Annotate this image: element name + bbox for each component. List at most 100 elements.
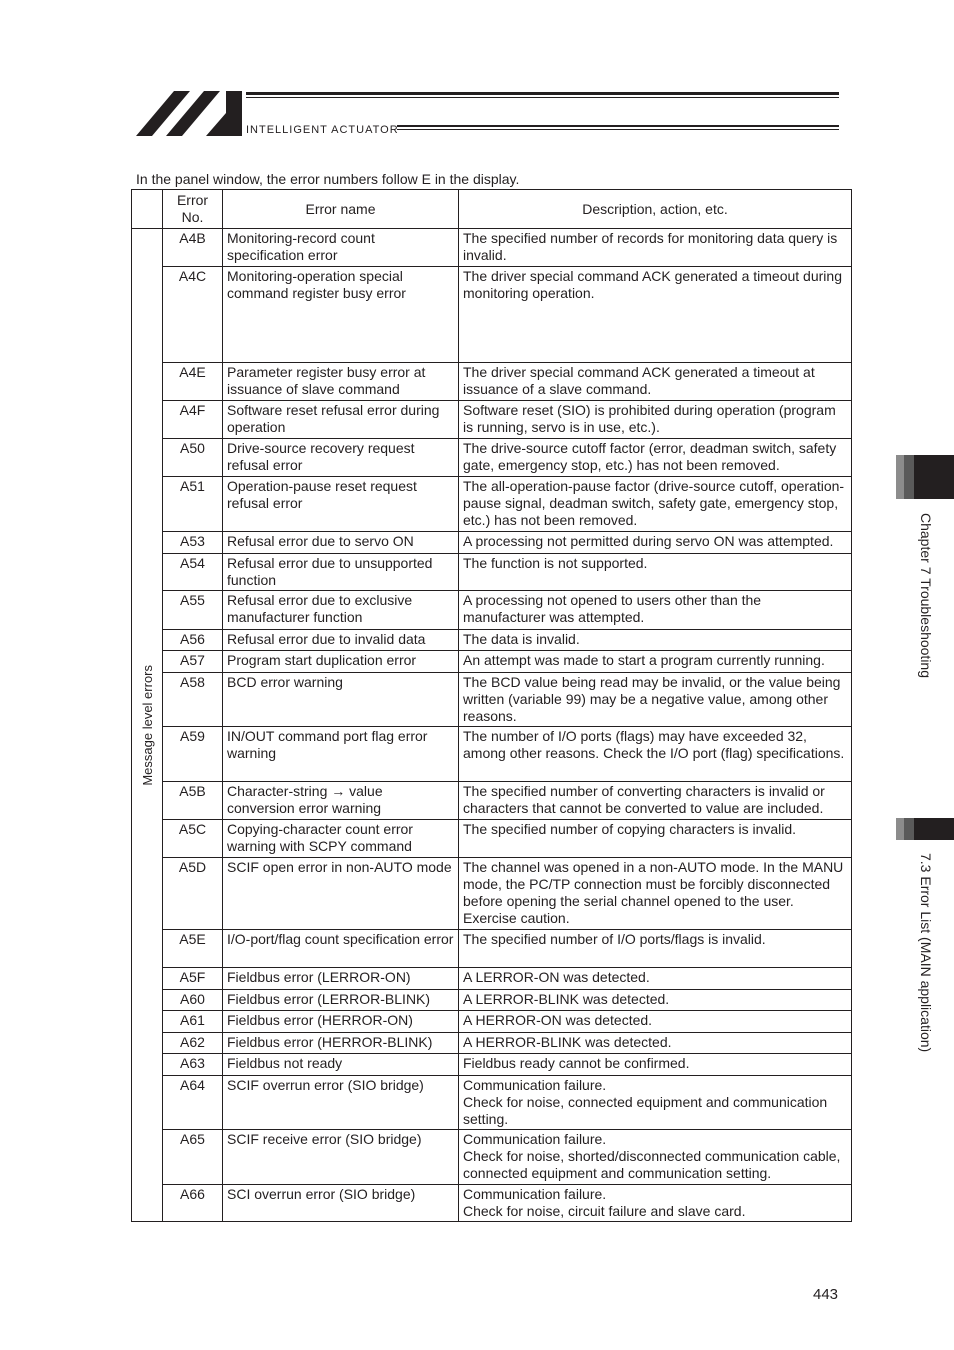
error-name: Program start duplication error xyxy=(222,650,459,673)
error-number: A4E xyxy=(162,362,223,401)
error-name: Drive-source recovery request refusal er… xyxy=(222,438,459,477)
table-row: A55 Refusal error due to exclusive manufa… xyxy=(132,590,852,630)
error-name: Fieldbus error (HERROR-BLINK) xyxy=(222,1032,459,1054)
error-description: A processing not opened to users other t… xyxy=(458,590,852,630)
error-name: Fieldbus error (LERROR-ON) xyxy=(222,967,459,990)
table-row: A56 Refusal error due to invalid data The … xyxy=(132,629,852,651)
error-number: A63 xyxy=(162,1053,223,1076)
table-row: A61 Fieldbus error (HERROR-ON) A HERROR-ON… xyxy=(132,1010,852,1033)
error-name: Monitoring-record count specification er… xyxy=(222,228,459,267)
error-name: Copying-character count error warning wi… xyxy=(222,819,459,858)
error-name: Character-string → value conversion erro… xyxy=(222,781,459,820)
error-name: SCIF receive error (SIO bridge) xyxy=(222,1129,459,1185)
error-name: IN/OUT command port flag error warning xyxy=(222,726,459,782)
error-number: A4C xyxy=(162,266,223,363)
table-row: A5B Character-string → value conversion e… xyxy=(132,781,852,820)
error-number: A51 xyxy=(162,476,223,532)
column-header: Error No. xyxy=(162,189,223,229)
error-number: A5F xyxy=(162,967,223,990)
error-description: The all-operation-pause factor (drive-so… xyxy=(458,476,852,532)
error-description: The specified number of records for moni… xyxy=(458,228,852,267)
error-description: A HERROR-BLINK was detected. xyxy=(458,1032,852,1054)
error-description: The drive-source cutoff factor (error, d… xyxy=(458,438,852,477)
error-number: A58 xyxy=(162,672,223,727)
table-row: A4F Software reset refusal error during o… xyxy=(132,400,852,439)
error-name: Fieldbus error (LERROR-BLINK) xyxy=(222,989,459,1011)
error-table: Error No. Error name Description, action… xyxy=(131,189,852,1222)
error-number: A62 xyxy=(162,1032,223,1054)
error-description: The function is not supported. xyxy=(458,553,852,591)
error-number: A65 xyxy=(162,1129,223,1185)
error-description: The driver special command ACK generated… xyxy=(458,362,852,401)
table-row: A62 Fieldbus error (HERROR-BLINK) A HERROR… xyxy=(132,1032,852,1054)
table-row: A5F Fieldbus error (LERROR-ON) A LERROR-ON… xyxy=(132,967,852,990)
error-number: A4F xyxy=(162,400,223,439)
error-number: A5B xyxy=(162,781,223,820)
error-description: The specified number of I/O ports/flags … xyxy=(458,929,852,968)
group-label: Message level errors xyxy=(139,664,155,786)
error-number: A64 xyxy=(162,1075,223,1130)
table-row: A4C Monitoring-operation special command … xyxy=(132,266,852,363)
error-description: A processing not permitted during servo … xyxy=(458,531,852,554)
error-number: A5D xyxy=(162,857,223,930)
table-row: A66 SCI overrun error (SIO bridge) Communi… xyxy=(132,1184,852,1222)
error-number: A61 xyxy=(162,1010,223,1033)
error-name: Monitoring-operation special command reg… xyxy=(222,266,459,363)
table-row: A4E Parameter register busy error at issu… xyxy=(132,362,852,401)
error-description: The data is invalid. xyxy=(458,629,852,651)
error-description: The driver special command ACK generated… xyxy=(458,266,852,363)
column-header: Description, action, etc. xyxy=(458,189,852,229)
table-row: A63 Fieldbus not ready Fieldbus ready cann… xyxy=(132,1053,852,1076)
error-name: Software reset refusal error during oper… xyxy=(222,400,459,439)
error-description: Fieldbus ready cannot be confirmed. xyxy=(458,1053,852,1076)
error-name: Fieldbus not ready xyxy=(222,1053,459,1076)
error-number: A53 xyxy=(162,531,223,554)
table-row: A54 Refusal error due to unsupported func… xyxy=(132,553,852,591)
page-number: 443 xyxy=(813,1286,839,1303)
error-description: An attempt was made to start a program c… xyxy=(458,650,852,673)
error-number: A57 xyxy=(162,650,223,673)
table-row: A60 Fieldbus error (LERROR-BLINK) A LERROR… xyxy=(132,989,852,1011)
error-description: A HERROR-ON was detected. xyxy=(458,1010,852,1033)
error-description: Communication failure. Check for noise, … xyxy=(458,1075,852,1130)
column-header: Error name xyxy=(222,189,459,229)
table-row: A5E I/O-port/flag count specification err… xyxy=(132,929,852,968)
error-number: A54 xyxy=(162,553,223,591)
table-row: A50 Drive-source recovery request refusal… xyxy=(132,438,852,477)
table-row: A65 SCIF receive error (SIO bridge) Commun… xyxy=(132,1129,852,1185)
table-row: A5C Copying-character count error warning… xyxy=(132,819,852,858)
error-name: Parameter register busy error at issuanc… xyxy=(222,362,459,401)
error-name: SCIF overrun error (SIO bridge) xyxy=(222,1075,459,1130)
error-name: Refusal error due to servo ON xyxy=(222,531,459,554)
error-number: A5C xyxy=(162,819,223,858)
error-number: A50 xyxy=(162,438,223,477)
table-row: A53 Refusal error due to servo ON A proces… xyxy=(132,531,852,554)
table-row: A58 BCD error warning The BCD value being … xyxy=(132,672,852,727)
header-rule xyxy=(397,125,839,127)
header-rule xyxy=(397,129,839,130)
table-row: A64 SCIF overrun error (SIO bridge) Commun… xyxy=(132,1075,852,1130)
intro-text: In the panel window, the error numbers f… xyxy=(136,171,520,187)
brand-name: INTELLIGENT ACTUATOR xyxy=(246,124,399,136)
section-label: 7.3 Error List (MAIN application) xyxy=(918,853,934,1053)
table-row: A5D SCIF open error in non-AUTO mode The c… xyxy=(132,857,852,930)
table-row: A57 Program start duplication error An att… xyxy=(132,650,852,673)
iai-logo xyxy=(136,91,242,136)
error-description: The specified number of copying characte… xyxy=(458,819,852,858)
chapter-label: Chapter 7 Troubleshooting xyxy=(918,513,934,678)
table-row: Message level errors A4B Monitoring-record… xyxy=(131,228,852,1222)
error-name: BCD error warning xyxy=(222,672,459,727)
group-header xyxy=(131,189,163,229)
error-number: A55 xyxy=(162,590,223,630)
error-number: A59 xyxy=(162,726,223,782)
error-name: Refusal error due to invalid data xyxy=(222,629,459,651)
section-tab xyxy=(896,818,954,840)
table-row: A51 Operation-pause reset request refusal… xyxy=(132,476,852,532)
error-name: Refusal error due to unsupported functio… xyxy=(222,553,459,591)
error-name: SCIF open error in non-AUTO mode xyxy=(222,857,459,930)
error-description: Communication failure. Check for noise, … xyxy=(458,1129,852,1185)
table-header-row: Error No. Error name Description, action… xyxy=(131,189,852,229)
header-rule xyxy=(246,97,839,98)
chapter-tab xyxy=(896,455,954,499)
error-number: A5E xyxy=(162,929,223,968)
